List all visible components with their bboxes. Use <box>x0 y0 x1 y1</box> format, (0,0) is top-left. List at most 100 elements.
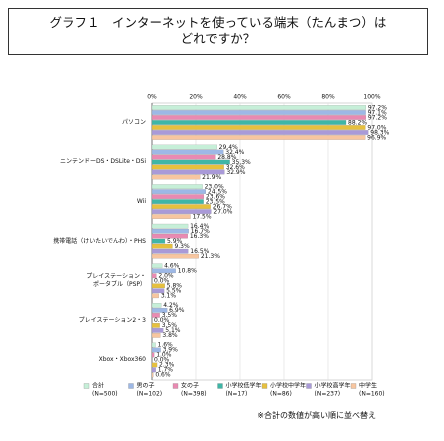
category-label: 携帯電話（けいたいでんわ）・PHS <box>53 237 146 245</box>
value-label: 98.3% <box>370 129 389 136</box>
bar <box>151 243 173 249</box>
chart-title: グラフ１ インターネットを使っている端末（たんまつ）は どれですか？ <box>8 8 428 55</box>
legend-n: (N=86) <box>270 391 292 398</box>
legend-n: (N=500) <box>92 391 118 398</box>
bar <box>151 238 166 244</box>
value-label: 3.8% <box>162 332 178 339</box>
bar <box>151 125 366 130</box>
bar <box>151 283 165 289</box>
value-label: 97.2% <box>368 104 387 111</box>
legend-swatch <box>172 383 179 389</box>
value-label: 9.3% <box>174 243 190 250</box>
bar <box>151 174 201 180</box>
value-label: 3.5% <box>162 322 178 329</box>
bar <box>151 130 369 135</box>
value-label: 16.5% <box>190 248 209 255</box>
value-label: 0.6% <box>155 372 171 379</box>
bar <box>151 248 189 254</box>
x-tick-label: 0% <box>147 94 157 101</box>
bar <box>151 154 216 160</box>
category-label: Wii <box>136 197 146 205</box>
value-label: 16.7% <box>191 228 210 235</box>
value-label: 97.0% <box>367 124 386 131</box>
bar <box>151 367 156 373</box>
bar <box>151 184 203 189</box>
value-label: 29.4% <box>219 144 238 151</box>
value-label: 21.3% <box>201 253 220 260</box>
bar <box>151 214 191 219</box>
bar <box>151 199 204 204</box>
value-label: 5.5% <box>166 288 182 295</box>
bar <box>151 323 160 328</box>
bar <box>151 372 154 378</box>
bar <box>151 233 188 239</box>
bar <box>151 228 189 234</box>
bar <box>151 144 217 150</box>
bar <box>151 120 347 125</box>
value-label: 27.0% <box>213 208 232 215</box>
bar <box>151 333 161 338</box>
x-tick-label: 100% <box>363 94 380 101</box>
plot-frame <box>151 102 373 381</box>
legend-n: (N=160) <box>359 391 385 398</box>
value-label: 2.0% <box>158 273 174 280</box>
category-label: ニンテンドーDS・DSLite・DSi <box>59 158 146 166</box>
value-label: 23.5% <box>206 198 225 205</box>
value-label: 16.4% <box>190 223 209 230</box>
legend-n: (N=237) <box>315 391 341 398</box>
bar <box>151 308 168 313</box>
value-label: 3.9% <box>163 347 179 354</box>
bar <box>151 209 212 214</box>
footnote: ※合計の数値が高い順に並べ替え <box>257 411 376 420</box>
value-label: 32.4% <box>225 149 244 156</box>
bar <box>151 273 157 279</box>
value-label: 5.1% <box>165 327 181 334</box>
value-label: 1.0% <box>156 352 172 359</box>
legend-label: 小学校高学年 <box>315 382 351 390</box>
bar <box>151 293 159 299</box>
value-label: 35.3% <box>232 159 251 166</box>
category-label: パソコン <box>121 118 146 126</box>
value-label: 5.8% <box>167 283 183 290</box>
x-tick-label: 40% <box>233 94 247 101</box>
value-label: 28.8% <box>217 154 236 161</box>
legend-label: 女の子 <box>181 382 199 390</box>
x-tick-label: 20% <box>189 94 203 101</box>
value-label: 97.2% <box>368 114 387 121</box>
bar <box>151 313 160 318</box>
bar <box>151 263 163 269</box>
legend-label: 小学校低学年 <box>226 382 262 390</box>
bar <box>151 288 165 294</box>
bar <box>151 303 162 308</box>
category-label: プレイステーション・ ポータブル（PSP） <box>86 273 146 289</box>
value-label: 6.9% <box>169 307 185 314</box>
bar <box>151 105 366 110</box>
value-label: 4.2% <box>163 302 179 309</box>
x-tick-label: 80% <box>321 94 335 101</box>
legend-swatch <box>217 383 223 389</box>
bar <box>151 352 155 358</box>
bar <box>151 194 205 199</box>
legend-swatch <box>306 383 312 389</box>
x-tick-label: 60% <box>277 94 291 101</box>
value-label: 0.0% <box>154 357 170 364</box>
value-label: 1.6% <box>158 342 174 349</box>
value-label: 3.1% <box>161 293 177 300</box>
bar <box>151 164 224 170</box>
value-label: 2.3% <box>159 362 175 369</box>
value-label: 97.1% <box>368 109 387 116</box>
value-label: 32.6% <box>226 164 245 171</box>
legend-label: 小学校中学年 <box>270 382 306 390</box>
bar <box>151 347 161 353</box>
value-label: 1.7% <box>158 367 174 374</box>
legend-label: 中学生 <box>359 382 377 390</box>
bar <box>151 268 176 274</box>
bar <box>151 362 158 368</box>
value-label: 3.5% <box>162 312 178 319</box>
bar <box>151 115 366 120</box>
legend-swatch <box>261 383 268 389</box>
bar <box>151 204 211 209</box>
value-label: 0.0% <box>154 278 170 285</box>
